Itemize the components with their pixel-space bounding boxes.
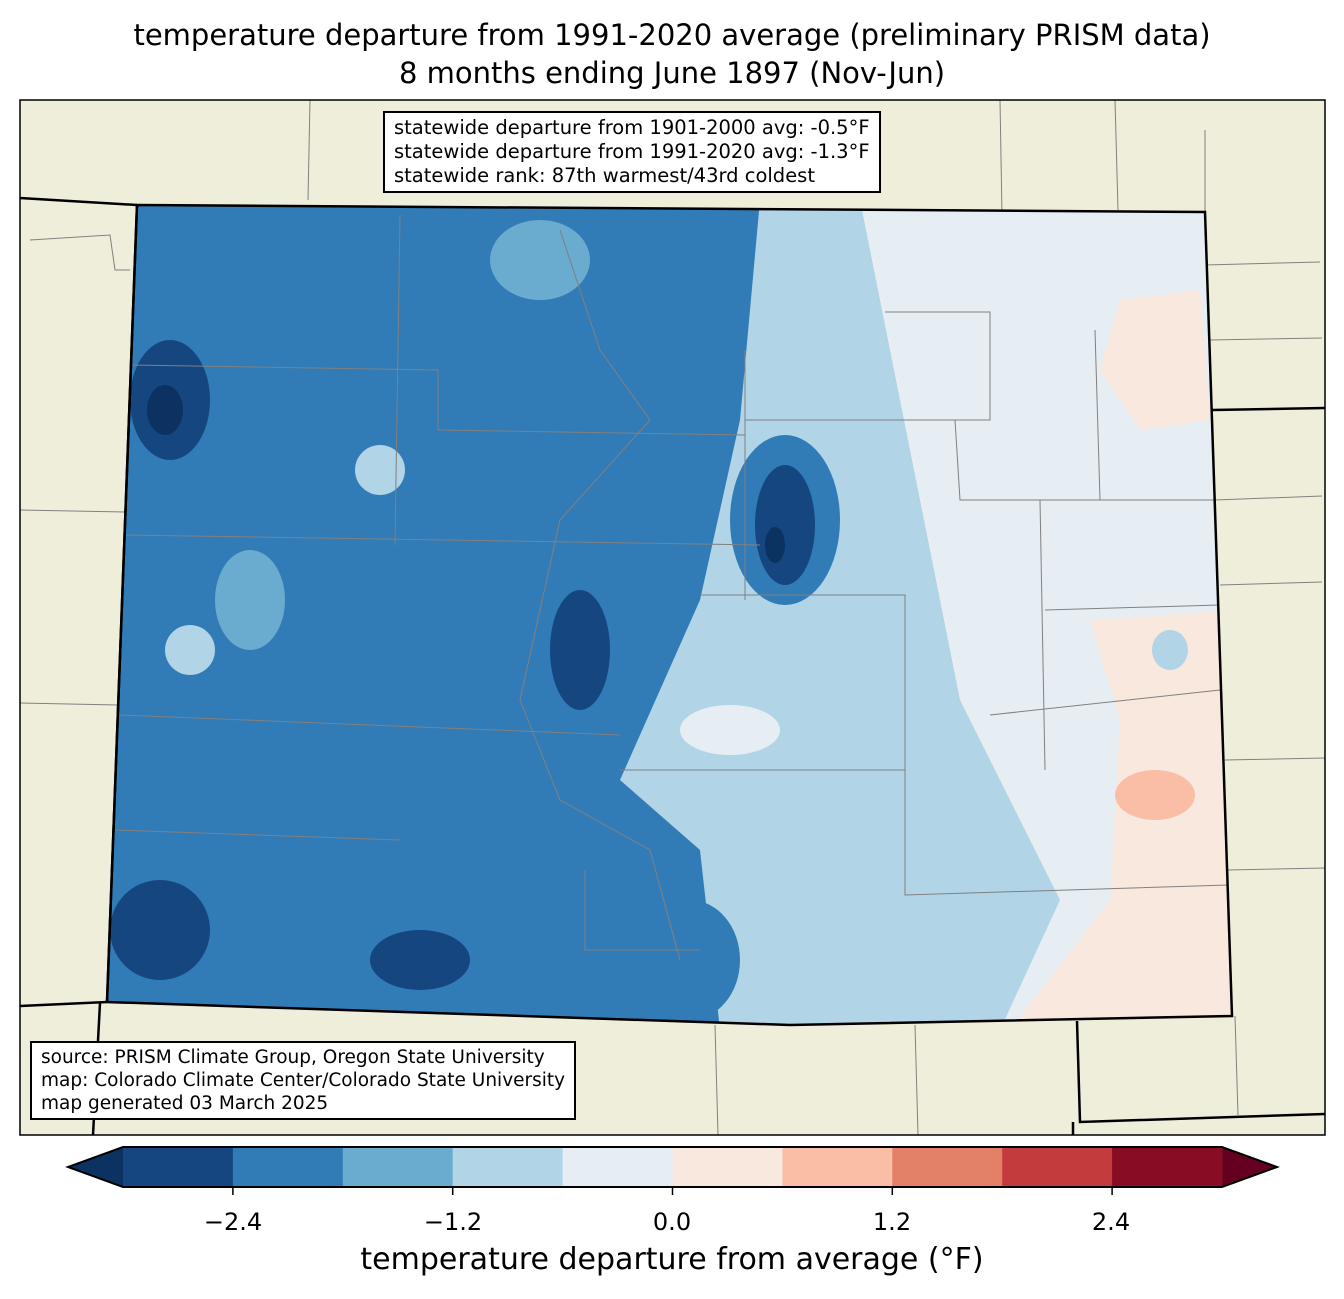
stats-line-2: statewide departure from 1991-2020 avg: … [394, 140, 870, 163]
stats-line-1: statewide departure from 1901-2000 avg: … [394, 116, 870, 139]
colorbar-outline [65, 1146, 1280, 1188]
colorbar-tick-label: −1.2 [423, 1208, 483, 1236]
colorbar-segment [1112, 1147, 1223, 1187]
colorbar-segment [123, 1147, 234, 1187]
chart-title-line1: temperature departure from 1991-2020 ave… [133, 18, 1211, 52]
source-line-1: source: PRISM Climate Group, Oregon Stat… [41, 1047, 545, 1068]
colorbar-segment [562, 1147, 673, 1187]
colorbar-under-arrow [68, 1147, 123, 1187]
temperature-field [107, 205, 1232, 1025]
colorbar-segment [1002, 1147, 1113, 1187]
colorbar-tick-label: −2.4 [203, 1208, 263, 1236]
county-lines [114, 214, 1231, 961]
colorbar-segment [232, 1147, 344, 1187]
chart-title-line2: 8 months ending June 1897 (Nov-Jun) [398, 56, 946, 90]
statewide-stats-box: statewide departure from 1901-2000 avg: … [383, 111, 881, 193]
colorbar-segment [782, 1147, 893, 1187]
state-borders [19, 196, 1326, 1136]
colorbar-over-arrow [1222, 1147, 1277, 1187]
source-line-2: map: Colorado Climate Center/Colorado St… [41, 1070, 566, 1091]
stats-line-3: statewide rank: 87th warmest/43rd coldes… [394, 164, 815, 187]
colorbar-tick-label: 0.0 [652, 1208, 692, 1236]
source-box: source: PRISM Climate Group, Oregon Stat… [30, 1041, 577, 1120]
map-frame [19, 99, 1326, 1136]
colorbar-label: temperature departure from average (°F) [360, 1242, 984, 1277]
colorbar [65, 1146, 1280, 1195]
colorbar-segment [342, 1147, 454, 1187]
colorbar-segment [892, 1147, 1003, 1187]
colorbar-tick-label: 1.2 [872, 1208, 912, 1236]
neighbor-state-lines [19, 99, 1326, 1136]
colorbar-segment [452, 1147, 564, 1187]
source-line-3: map generated 03 March 2025 [41, 1093, 329, 1114]
colorbar-segment [672, 1147, 783, 1187]
colorbar-tick-label: 2.4 [1091, 1208, 1131, 1236]
